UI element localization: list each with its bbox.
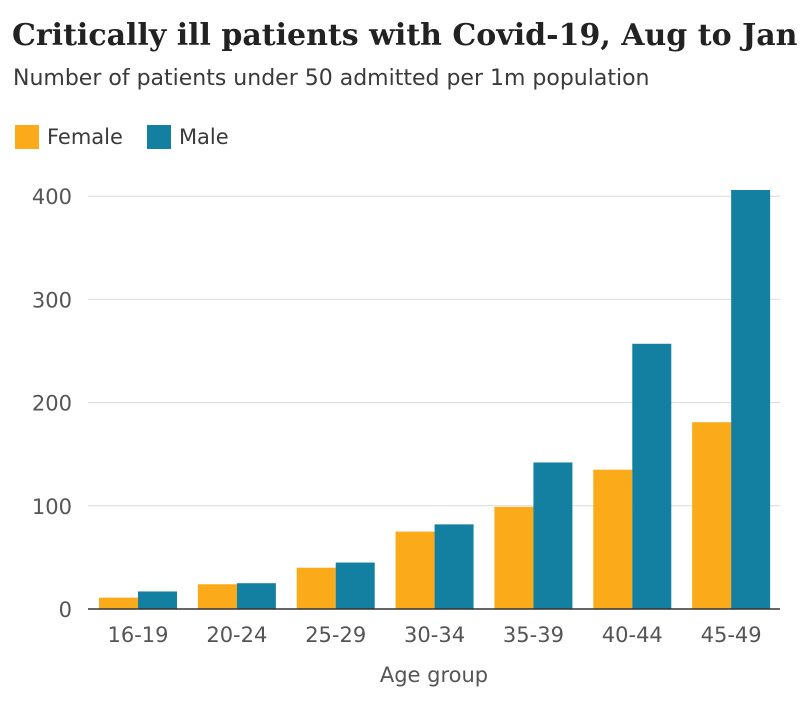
bar-male-45-49 (731, 190, 771, 609)
legend-label-female: Female (47, 125, 123, 149)
legend-label-male: Male (178, 125, 229, 149)
legend: Female Male (15, 125, 253, 149)
bar-male-16-19 (138, 591, 177, 609)
y-tick-label-200: 200 (32, 392, 72, 416)
x-tick-label-45-49: 45-49 (701, 623, 762, 647)
x-tick-label-40-44: 40-44 (602, 623, 663, 647)
x-tick-label-20-24: 20-24 (206, 623, 267, 647)
chart-title: Critically ill patients with Covid-19, A… (12, 18, 798, 53)
legend-item-male: Male (146, 125, 229, 149)
bar-male-30-34 (434, 524, 474, 609)
y-tick-label-400: 400 (32, 185, 72, 209)
bar-male-20-24 (236, 583, 276, 609)
bar-female-30-34 (395, 531, 435, 609)
x-tick-label-35-39: 35-39 (503, 623, 564, 647)
legend-swatch-female (15, 125, 39, 149)
legend-item-female: Female (15, 125, 123, 149)
x-axis-label: Age group (380, 663, 488, 687)
bar-male-35-39 (533, 462, 573, 609)
chart-subtitle: Number of patients under 50 admitted per… (13, 66, 650, 91)
x-tick-label-16-19: 16-19 (107, 623, 168, 647)
bar-female-25-29 (296, 567, 336, 609)
x-tick-label-25-29: 25-29 (305, 623, 366, 647)
bar-male-40-44 (632, 343, 672, 609)
y-tick-label-300: 300 (32, 288, 72, 312)
bar-female-40-44 (593, 469, 633, 609)
bar-male-25-29 (335, 562, 375, 609)
x-tick-label-30-34: 30-34 (404, 623, 465, 647)
bar-female-20-24 (197, 584, 237, 609)
y-tick-label-0: 0 (59, 598, 72, 622)
bar-female-16-19 (99, 597, 138, 609)
y-tick-label-100: 100 (32, 495, 72, 519)
bar-female-45-49 (692, 422, 732, 609)
legend-swatch-male (146, 125, 171, 149)
bar-female-35-39 (494, 506, 534, 609)
